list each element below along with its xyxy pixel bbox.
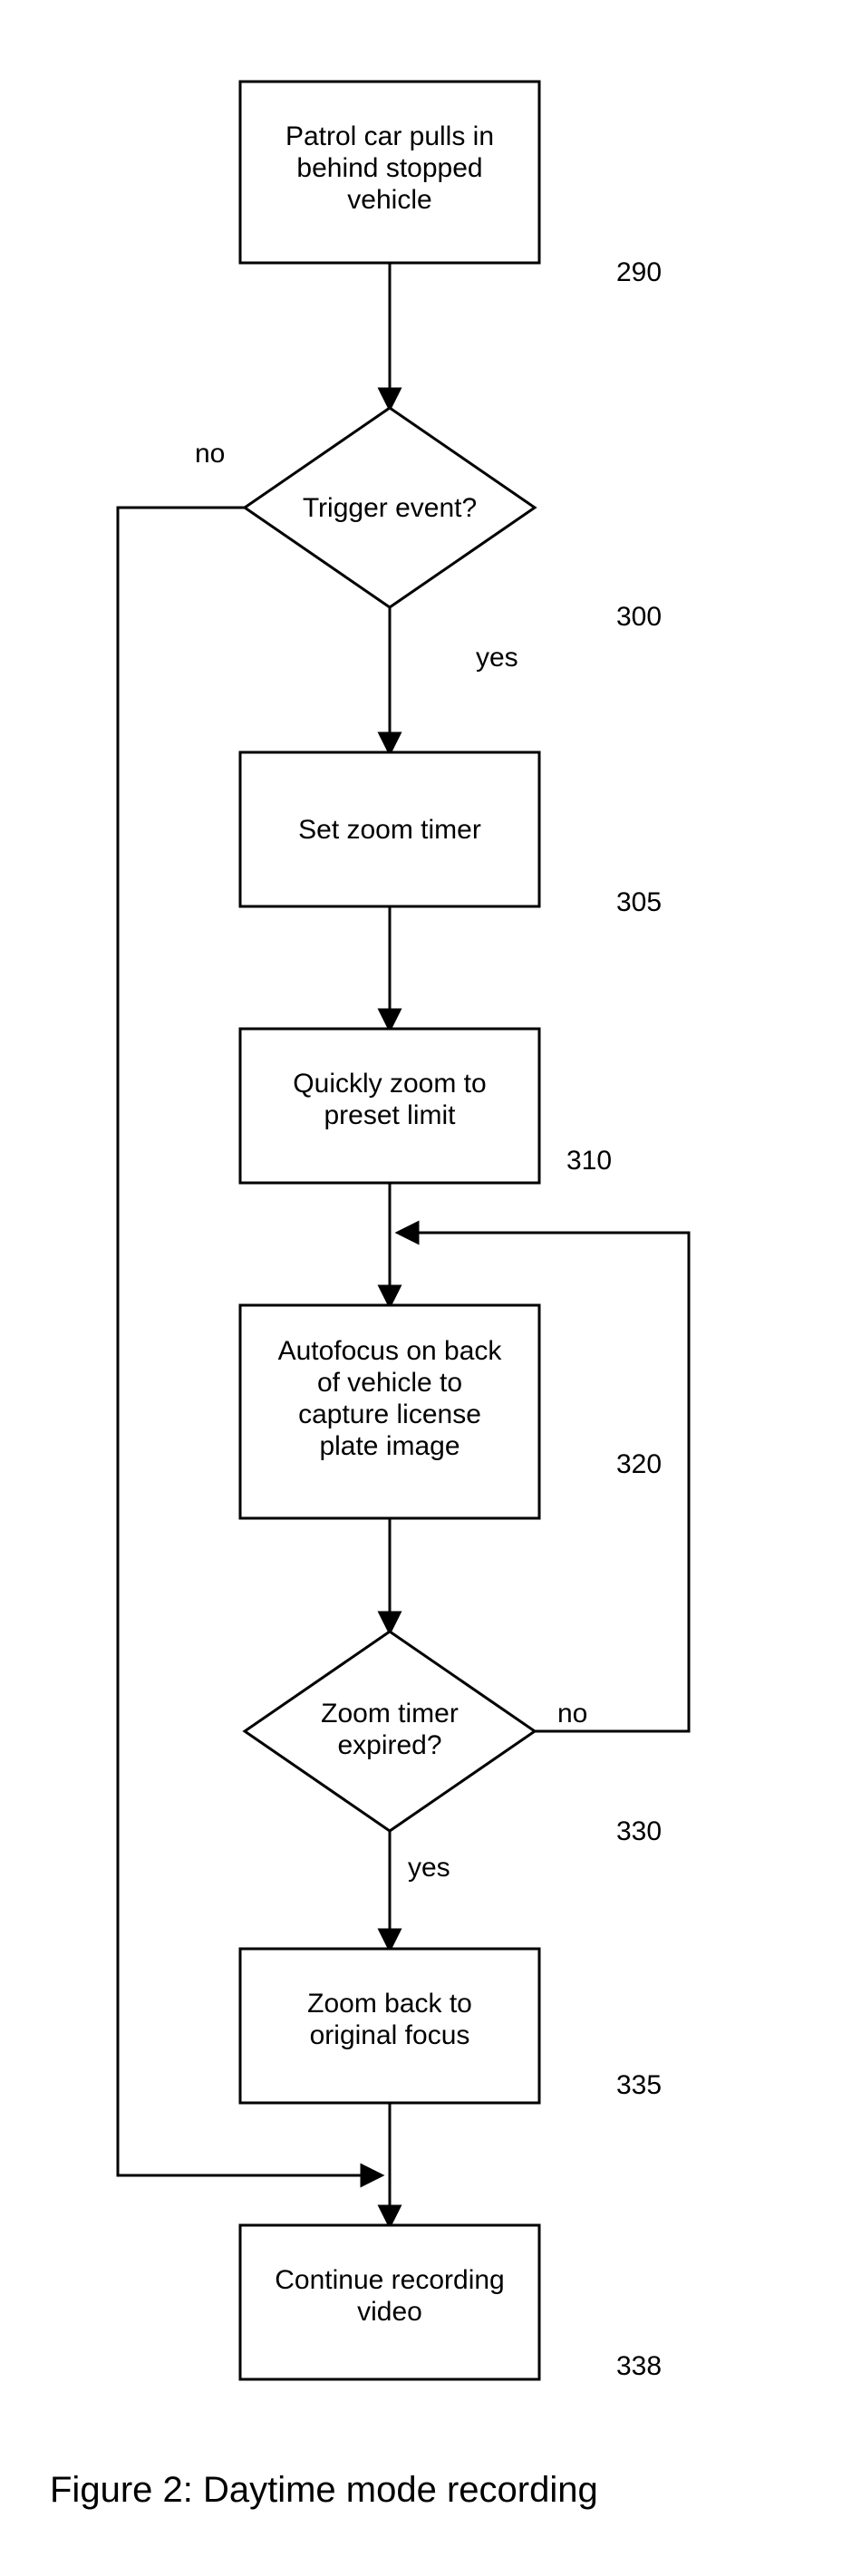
node-290-line3: vehicle [347,185,431,215]
ref-338: 338 [616,2351,662,2381]
flowchart: Patrol car pulls in behind stopped vehic… [0,0,861,2576]
ref-335: 335 [616,2070,662,2100]
node-338-line2: video [357,2297,422,2327]
node-335-line1: Zoom back to [307,1989,472,2019]
node-305-line1: Set zoom timer [298,815,481,845]
ref-305: 305 [616,887,662,917]
node-338-line1: Continue recording [275,2265,505,2295]
ref-290: 290 [616,257,662,287]
node-330-line2: expired? [337,1730,441,1760]
edge-label-300-no: no [195,439,225,469]
edge-label-330-yes: yes [408,1853,450,1883]
edge-label-300-yes: yes [476,643,518,673]
ref-320: 320 [616,1449,662,1479]
node-290-line2: behind stopped [296,153,482,183]
node-300-line1: Trigger event? [303,493,477,523]
node-320-line3: capture license [298,1399,481,1429]
ref-330: 330 [616,1816,662,1846]
node-290-line1: Patrol car pulls in [285,121,494,151]
node-320-line4: plate image [319,1431,460,1461]
node-310-line2: preset limit [324,1100,456,1130]
ref-310: 310 [566,1146,612,1176]
ref-300: 300 [616,602,662,632]
node-320-line2: of vehicle to [317,1368,462,1398]
edge-label-330-no: no [557,1699,587,1729]
node-330-line1: Zoom timer [321,1699,459,1729]
node-310-line1: Quickly zoom to [293,1069,486,1099]
figure-caption: Figure 2: Daytime mode recording [50,2470,598,2510]
node-320-line1: Autofocus on back [278,1336,503,1366]
node-335-line2: original focus [310,2020,470,2050]
